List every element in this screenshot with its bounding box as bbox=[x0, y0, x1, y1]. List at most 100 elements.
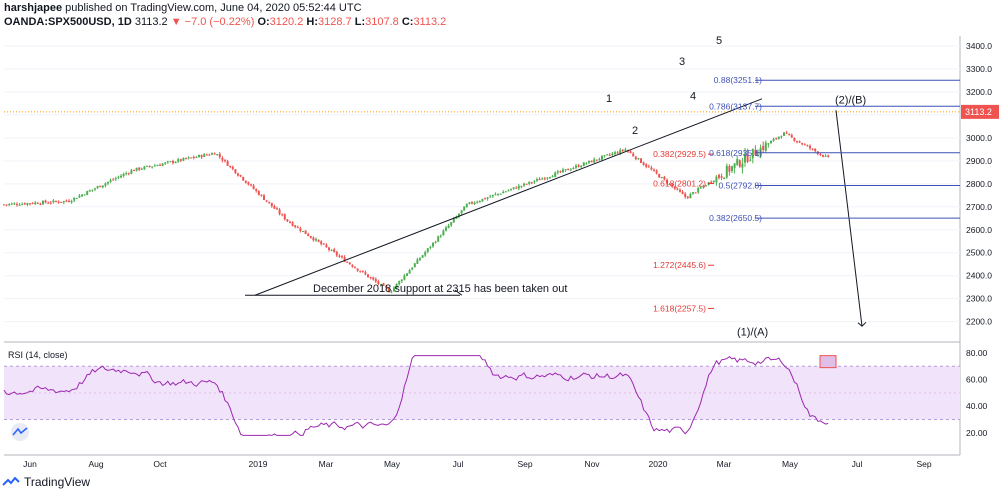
candle-body bbox=[796, 141, 798, 143]
candle-body bbox=[273, 206, 276, 209]
candle-body bbox=[265, 200, 268, 202]
candle-body bbox=[195, 156, 198, 158]
price-tick-label: 2800.0 bbox=[966, 179, 992, 189]
candle-body bbox=[403, 275, 406, 280]
tradingview-footer[interactable]: TradingView bbox=[2, 473, 90, 491]
candle-body bbox=[411, 267, 414, 270]
candle-body bbox=[710, 181, 713, 183]
candle-body bbox=[749, 159, 752, 161]
candle-body bbox=[447, 225, 450, 228]
candle-body bbox=[42, 200, 44, 205]
candle-body bbox=[289, 221, 291, 223]
candle-body bbox=[185, 157, 187, 159]
time-tick-label: Aug bbox=[88, 459, 103, 469]
candle-body bbox=[733, 163, 736, 168]
candle-body bbox=[343, 257, 346, 262]
candle-body bbox=[359, 270, 362, 272]
candle-body bbox=[148, 166, 151, 168]
candle-body bbox=[697, 188, 700, 193]
candle-body bbox=[640, 158, 642, 163]
candle-body bbox=[790, 135, 793, 138]
candle-body bbox=[824, 155, 827, 157]
candle-body bbox=[819, 153, 822, 155]
time-tick-label: Sep bbox=[517, 459, 532, 469]
candle-body bbox=[47, 202, 50, 204]
candle-body bbox=[465, 204, 468, 208]
last-price: 3113.2 bbox=[134, 16, 168, 28]
time-tick-label: Nov bbox=[584, 459, 600, 469]
candle-body bbox=[317, 239, 320, 242]
candle-body bbox=[744, 153, 746, 163]
candle-body bbox=[478, 200, 481, 203]
candle-body bbox=[395, 283, 398, 288]
candle-body bbox=[676, 188, 679, 190]
candle-body bbox=[127, 173, 130, 175]
candle-body bbox=[593, 159, 596, 163]
candle-body bbox=[738, 160, 741, 167]
rsi-tick-label: 80.00 bbox=[966, 348, 988, 358]
candle-body bbox=[468, 202, 471, 204]
candle-body bbox=[775, 138, 778, 140]
candle-body bbox=[174, 161, 177, 164]
candle-body bbox=[325, 244, 328, 248]
rsi-highlight-box bbox=[819, 355, 837, 369]
candle-body bbox=[380, 283, 382, 285]
candle-body bbox=[439, 235, 442, 237]
price-tick-label: 2600.0 bbox=[966, 225, 992, 235]
high-value: 3128.7 bbox=[318, 16, 352, 28]
candle-body bbox=[208, 154, 211, 156]
candle-body bbox=[564, 169, 567, 171]
symbol-name[interactable]: OANDA:SPX500USD, 1D bbox=[4, 16, 132, 28]
candle-body bbox=[575, 165, 577, 168]
candle-body bbox=[476, 201, 479, 203]
candle-body bbox=[406, 273, 408, 276]
author-name[interactable]: harshjapee bbox=[4, 2, 63, 14]
candle-body bbox=[270, 202, 273, 207]
candle-body bbox=[182, 157, 185, 161]
candle-body bbox=[346, 261, 349, 263]
candle-body bbox=[252, 185, 255, 189]
candle-body bbox=[86, 191, 89, 196]
candle-body bbox=[806, 145, 809, 147]
current-price-badge bbox=[961, 104, 999, 119]
candle-body bbox=[172, 160, 174, 163]
candle-body bbox=[338, 255, 341, 257]
candle-body bbox=[421, 255, 424, 258]
candle-body bbox=[757, 154, 759, 157]
candle-body bbox=[5, 204, 8, 206]
time-tick-label: Jul bbox=[852, 459, 863, 469]
candle-body bbox=[655, 170, 658, 174]
candle-body bbox=[187, 157, 190, 159]
candle-body bbox=[723, 177, 726, 180]
candle-body bbox=[34, 202, 37, 204]
candle-body bbox=[198, 154, 200, 158]
candle-body bbox=[62, 201, 65, 203]
rsi-label: RSI (14, close) bbox=[8, 350, 68, 360]
candle-body bbox=[49, 202, 52, 204]
candle-body bbox=[268, 201, 271, 203]
candle-body bbox=[122, 173, 125, 177]
candle-body bbox=[650, 167, 653, 170]
candle-body bbox=[320, 241, 323, 245]
candle-body bbox=[611, 153, 614, 156]
candle-body bbox=[10, 203, 13, 205]
elliott-wave-5-label: 5 bbox=[716, 35, 722, 47]
candle-body bbox=[91, 189, 94, 191]
candle-body bbox=[705, 185, 707, 187]
candle-body bbox=[13, 203, 16, 205]
support-trendline bbox=[254, 98, 763, 296]
candle-body bbox=[143, 166, 146, 170]
fib-extension-label: 1.272(2445.6) bbox=[653, 260, 706, 270]
candle-body bbox=[484, 198, 486, 200]
tradingview-brand: TradingView bbox=[24, 475, 91, 489]
candle-body bbox=[31, 203, 34, 205]
candle-body bbox=[777, 136, 780, 139]
price-change: ▼ −7.0 (−0.22%) bbox=[170, 16, 255, 28]
elliott-wave-2-label: 2 bbox=[632, 125, 638, 137]
candle-body bbox=[517, 185, 520, 189]
candle-body bbox=[504, 191, 507, 193]
candle-body bbox=[585, 163, 588, 165]
candle-body bbox=[44, 200, 47, 203]
time-tick-label: Jun bbox=[23, 459, 37, 469]
